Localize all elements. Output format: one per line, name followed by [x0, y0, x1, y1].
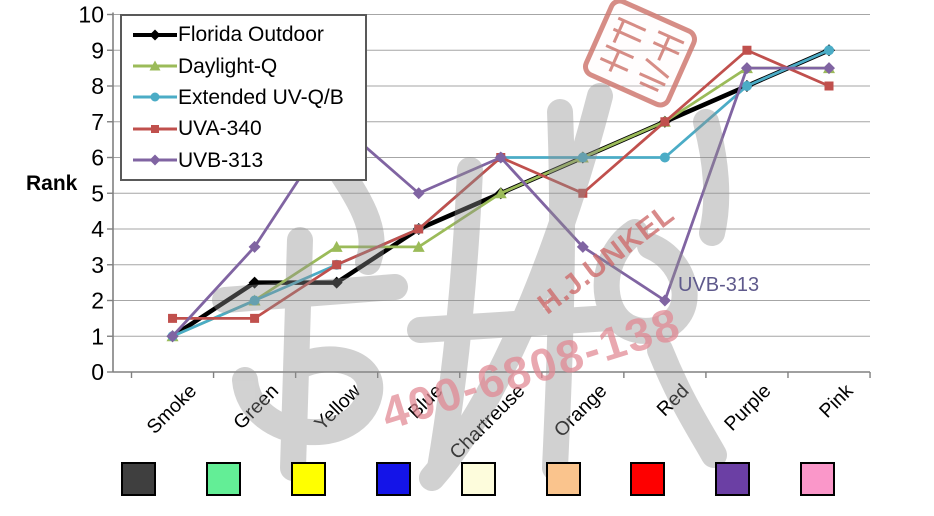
- svg-text:7: 7: [91, 109, 104, 135]
- legend-entry-daylight-q: Daylight-Q: [132, 51, 361, 81]
- swatch-yellow: [290, 462, 326, 496]
- y-tick-labels: 0 1 2 3 4 5 6 7 8 9 10: [78, 2, 104, 386]
- legend-box: Florida Outdoor Daylight-Q Extended UV-Q/B…: [120, 14, 367, 181]
- legend-marker-uvb-313: [133, 154, 177, 166]
- swatch-orange: [545, 462, 581, 496]
- legend-entry-extended-uv-q-b: Extended UV-Q/B: [132, 82, 361, 112]
- svg-text:0: 0: [91, 359, 104, 385]
- svg-text:Smoke: Smoke: [143, 380, 201, 438]
- legend-label-florida-outdoor: Florida Outdoor: [178, 23, 324, 47]
- svg-text:9: 9: [91, 37, 104, 63]
- swatch-smoke: [121, 462, 156, 496]
- axes: [107, 12, 871, 378]
- svg-text:Pink: Pink: [815, 380, 858, 423]
- legend-label-daylight-q: Daylight-Q: [178, 54, 278, 78]
- svg-text:2: 2: [91, 288, 104, 314]
- legend-entry-uva-340: UVA-340: [132, 114, 361, 144]
- swatch-purple: [715, 462, 751, 496]
- swatch-red: [630, 462, 666, 496]
- uvb313-annotation: UVB-313: [678, 274, 760, 296]
- swatch-pink: [800, 462, 836, 496]
- legend-marker-uva-340: [133, 124, 177, 133]
- swatch-blue: [375, 462, 411, 496]
- svg-text:1: 1: [91, 323, 104, 349]
- legend-entry-florida-outdoor: Florida Outdoor: [132, 20, 361, 50]
- legend-label-extended-uv-q-b: Extended UV-Q/B: [178, 85, 344, 109]
- legend-marker-extended-uv-q-b: [133, 92, 177, 102]
- svg-text:8: 8: [91, 73, 104, 99]
- svg-text:Purple: Purple: [720, 380, 775, 435]
- series-uvb-313: [166, 62, 836, 343]
- svg-text:4: 4: [91, 216, 104, 242]
- legend-entry-uvb-313: UVB-313: [132, 145, 361, 175]
- legend-label-uva-340: UVA-340: [178, 117, 262, 141]
- legend-label-uvb-313: UVB-313: [178, 148, 264, 172]
- y-axis-title: Rank: [26, 172, 78, 195]
- svg-text:3: 3: [91, 252, 104, 278]
- svg-text:6: 6: [91, 145, 104, 171]
- swatch-chartreuse: [460, 462, 496, 496]
- svg-text:5: 5: [91, 180, 104, 206]
- legend-marker-florida-outdoor: [133, 29, 177, 41]
- legend-marker-daylight-q: [133, 60, 177, 71]
- swatch-green: [205, 462, 241, 496]
- red-seal-stamp: [583, 0, 697, 108]
- svg-text:10: 10: [78, 2, 104, 28]
- gray-calligraphy-watermark: [212, 83, 730, 491]
